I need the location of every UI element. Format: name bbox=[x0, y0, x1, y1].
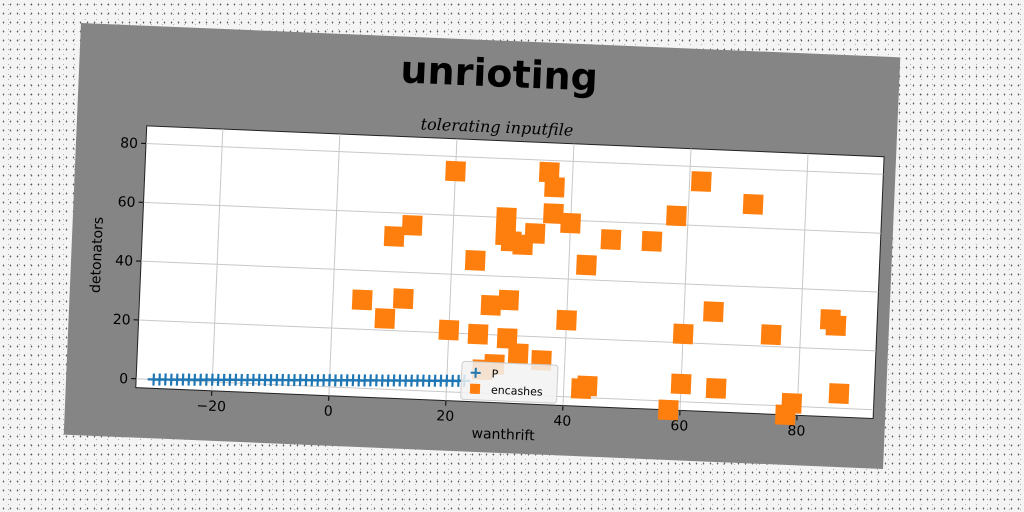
data-point-encashes bbox=[445, 160, 466, 182]
y-tick-label: 80 bbox=[120, 135, 138, 152]
data-point-encashes bbox=[576, 254, 597, 276]
data-point-encashes bbox=[351, 289, 373, 311]
data-point-encashes bbox=[666, 205, 687, 227]
x-grid-line bbox=[679, 148, 692, 411]
plot-area bbox=[135, 125, 885, 420]
legend-marker-p bbox=[470, 367, 481, 378]
x-tick-label: 80 bbox=[787, 423, 805, 440]
data-point-encashes bbox=[672, 323, 694, 345]
y-tick-label: 60 bbox=[117, 194, 135, 211]
x-grid-line bbox=[796, 153, 809, 416]
data-point-encashes bbox=[657, 399, 679, 421]
data-point-encashes bbox=[641, 230, 663, 252]
data-point-encashes bbox=[825, 315, 847, 337]
y-tick-label: 20 bbox=[112, 312, 130, 329]
data-point-encashes bbox=[512, 234, 534, 256]
x-tick-label: 0 bbox=[323, 404, 333, 420]
series-layer bbox=[147, 160, 850, 426]
data-point-encashes bbox=[560, 212, 582, 234]
data-point-encashes bbox=[374, 308, 396, 329]
x-grid-line bbox=[445, 138, 458, 401]
data-point-encashes bbox=[543, 203, 564, 225]
legend-label-p: P bbox=[491, 368, 499, 381]
data-point-encashes bbox=[670, 373, 692, 395]
chart-subtitle: tolerating inputfile bbox=[420, 114, 573, 139]
data-point-encashes bbox=[495, 207, 517, 228]
data-point-encashes bbox=[742, 193, 764, 215]
data-point-encashes bbox=[544, 176, 565, 198]
chart-figure: unrioting tolerating inputfile −20 0 20 40 6… bbox=[63, 23, 901, 469]
x-tick-label: 40 bbox=[553, 413, 571, 430]
x-grid-line bbox=[562, 143, 575, 406]
data-point-encashes bbox=[507, 343, 529, 364]
data-point-encashes bbox=[392, 288, 414, 310]
data-point-encashes bbox=[760, 324, 782, 346]
data-point-encashes bbox=[705, 377, 727, 399]
y-tick-label: 0 bbox=[119, 371, 129, 387]
data-point-encashes bbox=[467, 323, 489, 345]
y-tick-label: 40 bbox=[115, 253, 133, 270]
chart-title: unrioting bbox=[400, 47, 599, 99]
data-point-encashes bbox=[828, 383, 850, 404]
data-point-encashes bbox=[781, 392, 803, 414]
chart-svg: unrioting tolerating inputfile −20 0 20 40 6… bbox=[88, 47, 885, 445]
data-point-encashes bbox=[464, 250, 486, 271]
y-grid-line bbox=[145, 143, 884, 175]
data-point-encashes bbox=[480, 294, 502, 316]
tick-layer: −20 0 20 40 60 80 0 20 40 60 80 bbox=[112, 135, 805, 440]
y-axis-label: detonators bbox=[88, 217, 107, 294]
legend-box bbox=[460, 360, 559, 404]
data-point-encashes bbox=[703, 301, 724, 323]
x-grid-line bbox=[328, 133, 341, 396]
y-grid-line bbox=[141, 260, 879, 293]
data-point-encashes bbox=[600, 229, 622, 251]
x-grid-line bbox=[211, 129, 224, 391]
data-point-encashes bbox=[401, 214, 423, 236]
x-axis-label: wanthrift bbox=[471, 426, 535, 445]
x-tick-label: 60 bbox=[670, 418, 688, 435]
x-tick-label: −20 bbox=[196, 398, 226, 415]
data-point-encashes bbox=[498, 289, 520, 311]
x-tick-label: 20 bbox=[436, 408, 454, 425]
data-point-encashes bbox=[570, 378, 592, 400]
legend-marker-encashes bbox=[469, 383, 481, 395]
data-point-encashes bbox=[383, 225, 405, 247]
legend-label-encashes: encashes bbox=[491, 384, 543, 399]
data-point-encashes bbox=[690, 171, 712, 192]
data-point-encashes bbox=[438, 319, 460, 341]
data-point-encashes bbox=[556, 309, 577, 331]
